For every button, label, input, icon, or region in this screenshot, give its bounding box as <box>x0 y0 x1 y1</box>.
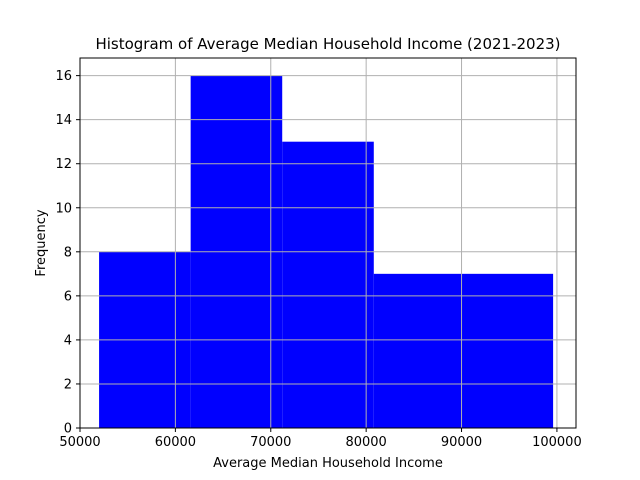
histogram-bar-3 <box>373 273 554 428</box>
x-tick-label-1: 60000 <box>155 435 196 450</box>
y-tick-label-1: 2 <box>64 377 72 392</box>
chart-title: Histogram of Average Median Household In… <box>95 35 560 53</box>
x-axis-title: Average Median Household Income <box>213 456 443 471</box>
y-tick-label-6: 12 <box>55 157 72 172</box>
x-tick-label-3: 80000 <box>345 435 386 450</box>
plot-frame <box>79 57 577 429</box>
y-tick-label-2: 4 <box>64 333 72 348</box>
histogram-bar-2 <box>282 141 374 428</box>
axis-ticks: 50000 60000 70000 80000 90000 100000 0 2 4 6 8 10 12… <box>55 69 581 450</box>
y-tick-label-0: 0 <box>64 422 72 437</box>
y-tick-label-3: 6 <box>64 289 72 304</box>
x-tick-label-0: 50000 <box>59 435 100 450</box>
y-tick-label-4: 8 <box>64 245 72 260</box>
y-tick-label-8: 16 <box>55 69 72 84</box>
x-tick-label-5: 100000 <box>532 435 582 450</box>
y-tick-label-7: 14 <box>55 113 72 128</box>
y-tick-label-5: 10 <box>55 201 72 216</box>
x-tick-label-4: 90000 <box>441 435 482 450</box>
y-axis-title: Frequency <box>34 209 49 276</box>
x-tick-label-2: 70000 <box>250 435 291 450</box>
